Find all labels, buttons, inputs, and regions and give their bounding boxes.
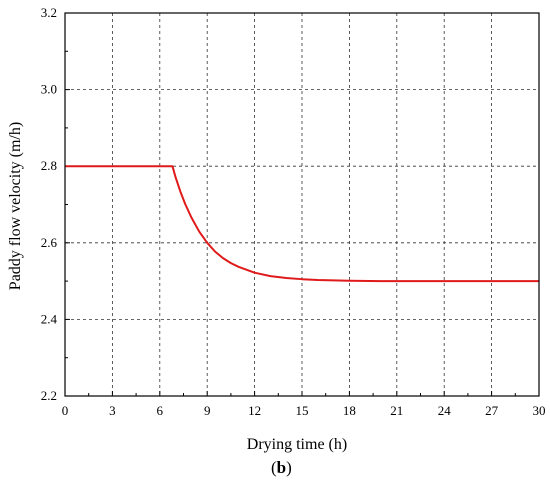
x-tick-label: 9 — [204, 403, 211, 418]
x-tick-label: 24 — [438, 403, 452, 418]
y-tick-label: 3.2 — [41, 5, 57, 20]
y-tick-label: 2.4 — [41, 311, 58, 326]
panel-label-open: ( — [271, 458, 277, 477]
grid — [65, 13, 539, 396]
panel-label-letter: b — [277, 458, 286, 477]
x-tick-label: 30 — [533, 403, 546, 418]
x-tick-label: 21 — [390, 403, 403, 418]
series-line — [65, 165, 539, 283]
x-axis-label: Drying time (h) — [247, 436, 347, 453]
y-tick-label: 2.6 — [41, 235, 58, 250]
plot-frame — [64, 12, 540, 397]
y-tick-label: 2.8 — [41, 158, 57, 173]
y-tick-label: 3.0 — [41, 82, 57, 97]
x-tick-label: 27 — [485, 403, 499, 418]
tick-labels: 0 3 6 9 12 15 18 21 24 27 30 2.2 2.4 2.6 2.8 3.0 3.2 — [41, 5, 546, 418]
panel-label-close: ) — [286, 458, 292, 477]
x-tick-label: 18 — [343, 403, 356, 418]
x-tick-label: 15 — [296, 403, 309, 418]
x-tick-label: 6 — [157, 403, 164, 418]
panel-label: (b) — [271, 458, 292, 477]
y-tick-label: 2.2 — [41, 388, 57, 403]
y-axis-label: Paddy flow velocity (m/h) — [7, 122, 24, 290]
x-tick-label: 3 — [109, 403, 116, 418]
x-tick-label: 12 — [248, 403, 261, 418]
series-layer — [65, 165, 539, 283]
x-tick-label: 0 — [62, 403, 69, 418]
